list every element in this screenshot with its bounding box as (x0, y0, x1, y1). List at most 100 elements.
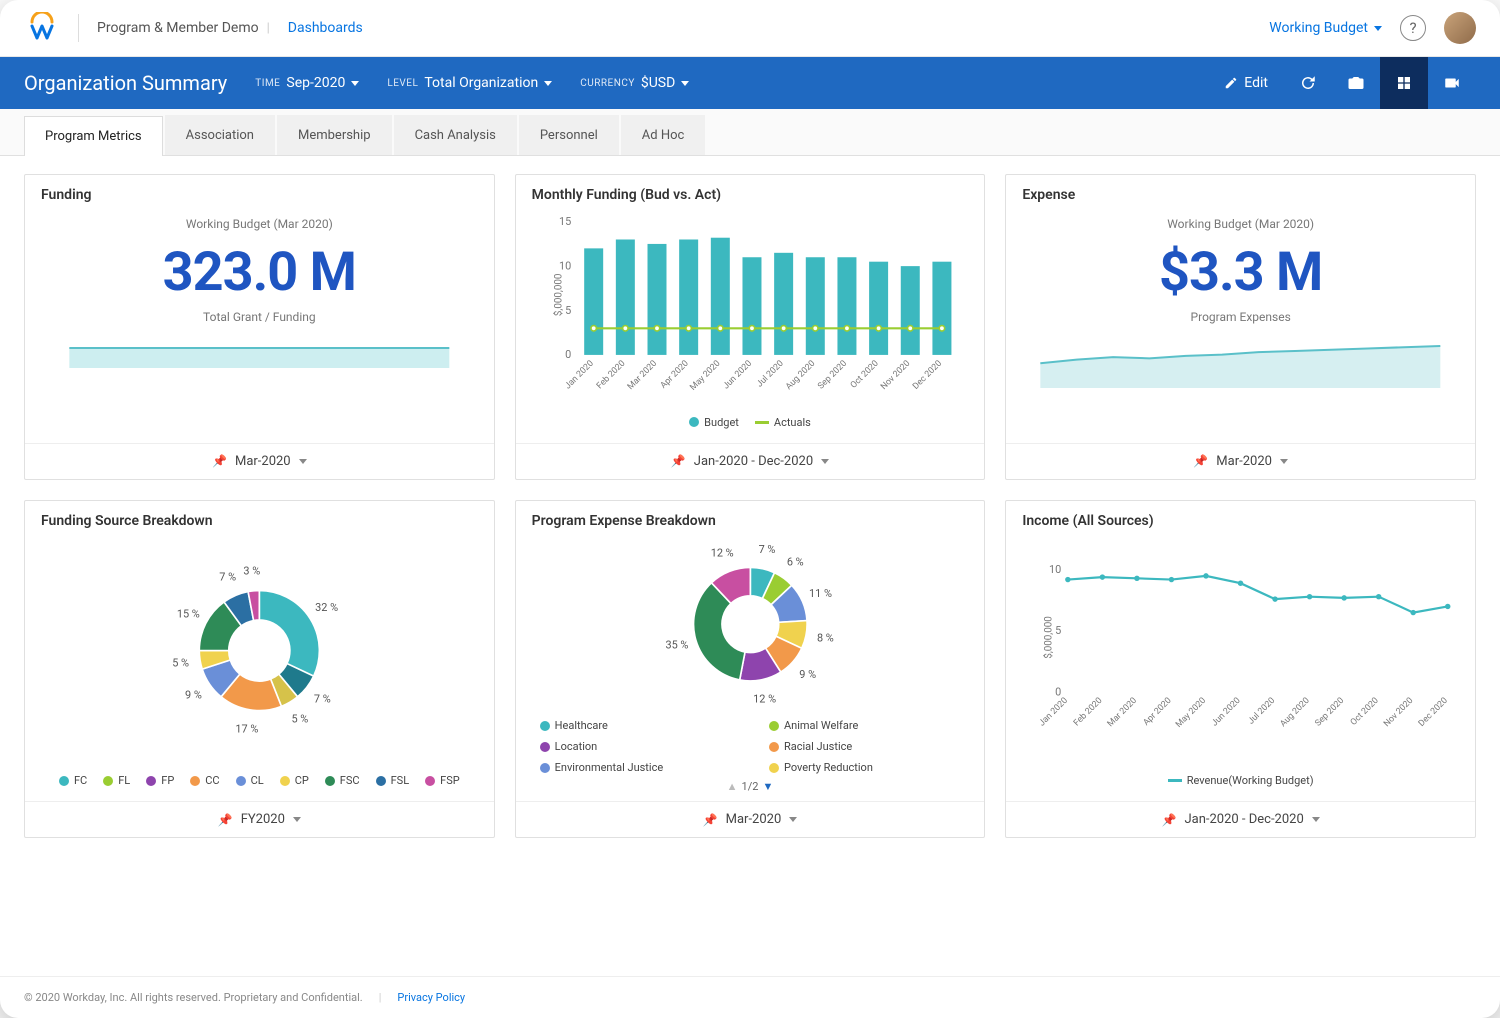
svg-text:9 %: 9 % (185, 688, 202, 701)
svg-text:Aug 2020: Aug 2020 (784, 359, 817, 392)
tab-cash-analysis[interactable]: Cash Analysis (394, 115, 517, 155)
breadcrumb-link[interactable]: Dashboards (288, 20, 363, 36)
edit-button[interactable]: Edit (1208, 57, 1284, 109)
card-monthly-funding: Monthly Funding (Bud vs. Act) 051015$,00… (515, 174, 986, 480)
svg-text:11 %: 11 % (809, 587, 832, 600)
card-title: Program Expense Breakdown (516, 501, 985, 533)
bar-line-chart: 051015$,000,000Jan 2020Feb 2020Mar 2020A… (532, 213, 969, 410)
tab-program-metrics[interactable]: Program Metrics (24, 116, 163, 156)
tab-association[interactable]: Association (165, 115, 275, 155)
card-footer[interactable]: 📌 FY2020 (25, 801, 494, 837)
card-title: Income (All Sources) (1006, 501, 1475, 533)
legend-item: FP (146, 774, 174, 787)
svg-text:Mar 2020: Mar 2020 (1106, 695, 1139, 728)
tab-personnel[interactable]: Personnel (519, 115, 619, 155)
pencil-icon (1224, 76, 1238, 90)
svg-text:10: 10 (1049, 563, 1061, 576)
tab-membership[interactable]: Membership (277, 115, 392, 155)
caret-down-icon (1280, 459, 1288, 464)
privacy-link[interactable]: Privacy Policy (397, 991, 465, 1004)
legend-item: Healthcare (540, 719, 729, 732)
legend-item: FSL (376, 774, 410, 787)
kpi-subtitle: Working Budget (Mar 2020) (186, 217, 333, 231)
chart-legend: Healthcare Animal Welfare Location Racial J… (532, 713, 969, 780)
legend-item: Animal Welfare (769, 719, 958, 732)
legend-item: Revenue(Working Budget) (1168, 774, 1314, 787)
kpi-value: $3.3 M (1159, 241, 1322, 304)
chart-legend: Revenue(Working Budget) (1160, 768, 1322, 793)
card-expense: Expense Working Budget (Mar 2020) $3.3 M… (1005, 174, 1476, 480)
svg-text:12 %: 12 % (710, 546, 733, 559)
kpi-value: 323.0 M (163, 241, 356, 304)
card-footer[interactable]: 📌 Mar-2020 (516, 801, 985, 837)
caret-down-icon (681, 81, 689, 86)
working-budget-label: Working Budget (1269, 20, 1368, 36)
svg-text:Jun 2020: Jun 2020 (721, 359, 754, 392)
filter-currency[interactable]: CURRENCY $USD (580, 75, 689, 91)
footer: © 2020 Workday, Inc. All rights reserved… (0, 976, 1500, 1018)
svg-text:12 %: 12 % (753, 692, 776, 705)
card-footer[interactable]: 📌 Jan-2020 - Dec-2020 (1006, 801, 1475, 837)
filter-level[interactable]: LEVEL Total Organization (387, 75, 552, 91)
svg-text:32 %: 32 % (315, 601, 338, 614)
page-title: Organization Summary (24, 71, 227, 95)
card-footer[interactable]: 📌 Jan-2020 - Dec-2020 (516, 443, 985, 479)
legend-item: Environmental Justice (540, 761, 729, 774)
camera-button[interactable] (1332, 57, 1380, 109)
svg-text:5 %: 5 % (172, 656, 189, 669)
working-budget-dropdown[interactable]: Working Budget (1269, 20, 1382, 36)
card-footer[interactable]: 📌 Mar-2020 (25, 443, 494, 479)
legend-item: Location (540, 740, 729, 753)
card-title: Funding Source Breakdown (25, 501, 494, 533)
svg-text:$,000,000: $,000,000 (1044, 616, 1055, 658)
svg-text:May 2020: May 2020 (1174, 695, 1208, 729)
svg-text:0: 0 (565, 348, 571, 361)
pin-icon: 📌 (703, 813, 718, 827)
brand-logo[interactable] (24, 10, 60, 46)
legend-item: CC (190, 774, 219, 787)
grid-view-button[interactable] (1380, 57, 1428, 109)
pin-icon: 📌 (671, 454, 686, 468)
svg-text:5: 5 (565, 304, 571, 317)
svg-text:35 %: 35 % (665, 638, 688, 651)
legend-item: CL (236, 774, 264, 787)
legend-item: FSC (325, 774, 360, 787)
topbar: Program & Member Demo | Dashboards Worki… (0, 0, 1500, 57)
legend-item: Racial Justice (769, 740, 958, 753)
legend-item: Actuals (755, 416, 811, 429)
svg-text:$,000,000: $,000,000 (553, 274, 564, 316)
kpi-caption: Total Grant / Funding (203, 310, 316, 324)
svg-text:10: 10 (559, 259, 571, 272)
tab-ad-hoc[interactable]: Ad Hoc (621, 115, 706, 155)
banner: Organization Summary TIME Sep-2020 LEVEL… (0, 57, 1500, 109)
caret-down-icon (1312, 817, 1320, 822)
filter-time[interactable]: TIME Sep-2020 (255, 75, 359, 91)
donut-chart: 32 %7 %5 %17 %9 %5 %15 %7 %3 % (41, 539, 478, 769)
refresh-icon (1299, 74, 1317, 92)
tabs: Program MetricsAssociationMembershipCash… (0, 109, 1500, 156)
card-footer[interactable]: 📌 Mar-2020 (1006, 443, 1475, 479)
svg-text:6 %: 6 % (786, 555, 803, 568)
refresh-button[interactable] (1284, 57, 1332, 109)
svg-text:9 %: 9 % (799, 667, 816, 680)
svg-text:Nov 2020: Nov 2020 (879, 359, 912, 392)
pin-icon: 📌 (1162, 813, 1177, 827)
svg-text:3 %: 3 % (243, 564, 260, 577)
breadcrumb-name: Program & Member Demo (97, 20, 259, 36)
pin-icon: 📌 (218, 813, 233, 827)
avatar[interactable] (1444, 12, 1476, 44)
svg-text:0: 0 (1055, 685, 1061, 698)
svg-text:Sep 2020: Sep 2020 (1314, 695, 1347, 728)
svg-text:Aug 2020: Aug 2020 (1279, 695, 1312, 728)
legend-item: FL (103, 774, 130, 787)
svg-text:Nov 2020: Nov 2020 (1382, 695, 1415, 728)
svg-text:Feb 2020: Feb 2020 (1072, 695, 1105, 728)
caret-down-icon (789, 817, 797, 822)
svg-text:17 %: 17 % (235, 722, 258, 735)
svg-text:Jun 2020: Jun 2020 (1210, 695, 1243, 728)
svg-text:Dec 2020: Dec 2020 (911, 359, 944, 392)
pager[interactable]: ▲ 1/2 ▼ (727, 780, 774, 793)
present-button[interactable] (1428, 57, 1476, 109)
card-title: Monthly Funding (Bud vs. Act) (516, 175, 985, 207)
help-icon[interactable]: ? (1400, 15, 1426, 41)
